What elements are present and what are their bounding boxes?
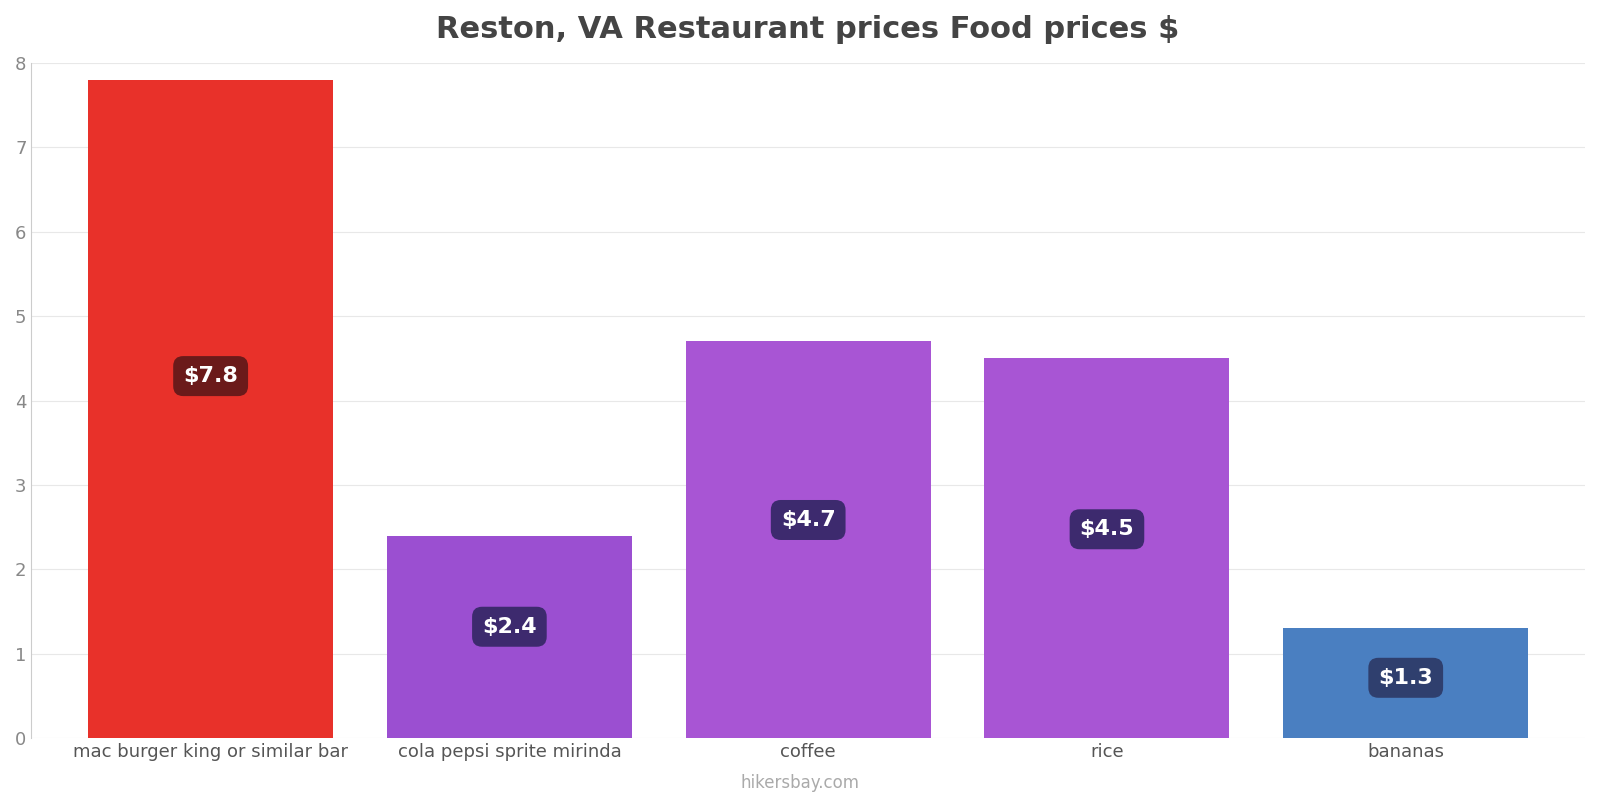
Bar	[984, 358, 1229, 738]
Text: $4.7: $4.7	[781, 510, 835, 530]
Text: hikersbay.com: hikersbay.com	[741, 774, 859, 792]
Bar	[1283, 629, 1528, 738]
Bar	[686, 342, 931, 738]
Text: $7.8: $7.8	[182, 366, 238, 386]
Text: $4.5: $4.5	[1080, 519, 1134, 539]
Text: $1.3: $1.3	[1378, 668, 1434, 688]
Title: Reston, VA Restaurant prices Food prices $: Reston, VA Restaurant prices Food prices…	[437, 15, 1179, 44]
Bar	[387, 535, 632, 738]
Text: $2.4: $2.4	[482, 617, 536, 637]
Bar	[88, 80, 333, 738]
